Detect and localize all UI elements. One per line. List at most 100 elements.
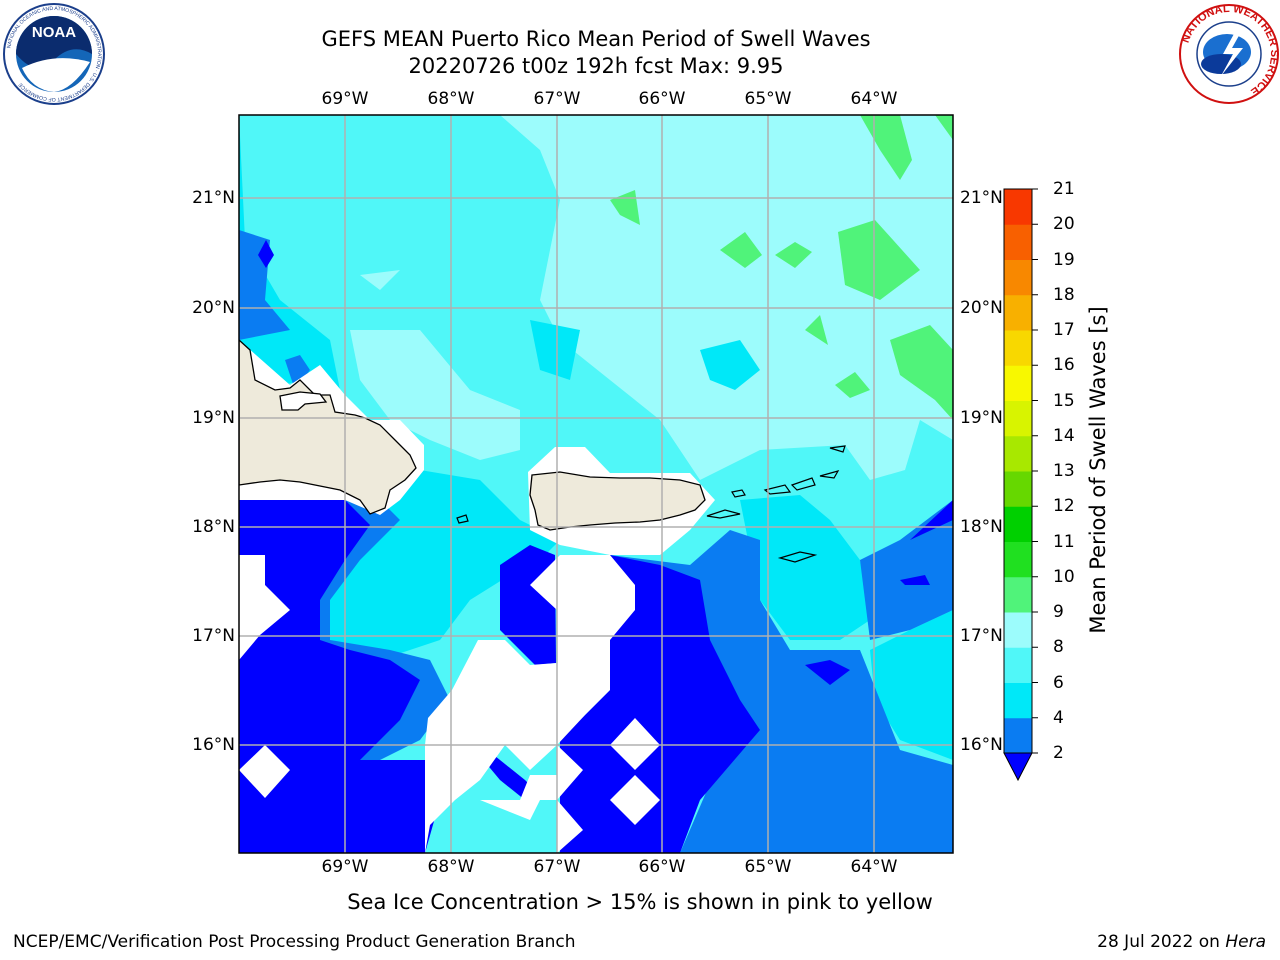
nws-logo: NATIONAL WEATHER SERVICE [1177, 2, 1280, 106]
nodata-hole-9 [557, 800, 583, 853]
swell-field-deepblue-nw [258, 240, 274, 268]
swell-field-cyan-ctr [530, 320, 580, 380]
map-subtitle: 20220726 t00z 192h fcst Max: 9.95 [408, 54, 784, 78]
noaa-logo: NOAA NATIONAL OCEANIC AND ATMOSPHERIC AD… [2, 2, 106, 106]
lat-label-right: 20°N [960, 298, 1003, 318]
colorbar [1003, 188, 1038, 782]
swell-field-green-7 [805, 315, 828, 345]
swell-field-green-1 [860, 115, 912, 180]
lon-label-top: 68°W [427, 89, 475, 109]
swell-field-deepblue-e2 [900, 575, 930, 585]
swell-field-blue-east [860, 500, 953, 640]
swell-field-blue-nw2 [285, 355, 310, 390]
lon-label-top: 65°W [744, 89, 792, 109]
swell-field-blue-nw [239, 230, 290, 340]
colorbar-segment [1004, 400, 1032, 437]
footer-date: 28 Jul 2022 on Hera [1097, 932, 1266, 952]
colorbar-tick-label: 4 [1053, 707, 1064, 728]
colorbar-segment [1004, 541, 1032, 578]
colorbar-tick-label: 13 [1053, 461, 1075, 481]
colorbar-tick-label: 14 [1053, 425, 1075, 446]
swell-field-green-8 [835, 372, 870, 398]
swell-field-cyan-ctr2 [700, 340, 760, 390]
lat-label-left: 19°N [192, 408, 235, 428]
swell-field-deepblue-sw2 [239, 760, 480, 853]
colorbar-segment [1004, 612, 1032, 648]
colorbar-segment [1004, 576, 1032, 613]
colorbar-tick-label: 20 [1053, 214, 1075, 235]
colorbar-segment [1004, 435, 1032, 472]
lat-label-left: 16°N [192, 735, 235, 755]
map-frame [238, 114, 954, 854]
swell-field-deepblue-e3 [910, 500, 953, 540]
swell-field-green-9 [890, 325, 953, 420]
sea-ice-note: Sea Ice Concentration > 15% is shown in … [347, 890, 933, 914]
lon-label-top: 66°W [638, 89, 686, 109]
colorbar-tick-label: 2 [1053, 743, 1064, 763]
colorbar-tick-label: 15 [1053, 390, 1075, 411]
lat-label-left: 18°N [192, 517, 235, 537]
land-hispaniola-bay [279, 391, 328, 411]
lon-label-top: 67°W [533, 89, 581, 109]
land-mona [456, 514, 469, 524]
colorbar-segment [1004, 259, 1032, 296]
colorbar-tick-label: 10 [1053, 566, 1075, 587]
swell-field-light-west [350, 330, 520, 460]
swell-field-green-4 [720, 232, 762, 268]
swell-field-green-6 [838, 220, 920, 300]
lon-label-bottom: 69°W [321, 857, 369, 877]
footer-date-text: 28 Jul 2022 on [1097, 932, 1220, 952]
swell-field-green-2 [935, 115, 953, 140]
colorbar-tick-label: 17 [1053, 320, 1075, 340]
lon-label-bottom: 68°W [427, 857, 475, 877]
land-st-croix [777, 551, 818, 563]
lon-label-bottom: 67°W [533, 857, 581, 877]
colorbar-tick-label: 8 [1053, 637, 1064, 658]
colorbar-segment [1004, 647, 1032, 683]
nodata-hole-8 [610, 775, 660, 825]
lat-label-left: 20°N [192, 298, 235, 318]
lon-label-top: 64°W [850, 89, 898, 109]
nodata-hole-2 [239, 745, 290, 798]
noaa-logo-text: NOAA [32, 24, 76, 41]
swell-field-light-mid [360, 270, 400, 290]
map-title: GEFS MEAN Puerto Rico Mean Period of Swe… [321, 27, 871, 51]
colorbar-segment [1004, 189, 1032, 225]
lat-label-right: 16°N [960, 735, 1003, 755]
lon-label-bottom: 66°W [638, 857, 686, 877]
nodata-hole-1 [239, 555, 290, 660]
colorbar-segment [1004, 330, 1032, 366]
swell-field-east-cyan [740, 495, 870, 640]
lat-label-right: 19°N [960, 408, 1003, 428]
colorbar-tick-label: 18 [1053, 284, 1075, 305]
swell-field-deepblue-e [805, 660, 850, 685]
lat-label-left: 17°N [192, 626, 235, 646]
nodata-hole-3 [425, 640, 557, 853]
colorbar-tick-label: 21 [1053, 179, 1075, 199]
colorbar-tick-label: 19 [1053, 249, 1075, 270]
footer-branch: NCEP/EMC/Verification Post Processing Pr… [13, 932, 576, 952]
swell-field-se-cyan [870, 610, 953, 760]
land-virgin-isles [763, 445, 846, 495]
land-vieques [706, 509, 741, 519]
colorbar-extend-triangle [1003, 752, 1033, 782]
colorbar-tick-label: 6 [1053, 672, 1064, 693]
colorbar-tick-label: 16 [1053, 355, 1075, 376]
lat-label-left: 21°N [192, 188, 235, 208]
lat-label-right: 18°N [960, 517, 1003, 537]
colorbar-title: Mean Period of Swell Waves [s] [1086, 306, 1110, 634]
colorbar-segment [1004, 717, 1032, 754]
colorbar-segment [1004, 365, 1032, 401]
nodata-hole-4 [480, 775, 557, 820]
footer-host: Hera [1225, 932, 1266, 952]
colorbar-tick-label: 9 [1053, 602, 1064, 622]
nodata-hole-6 [557, 745, 583, 800]
colorbar-segment [1004, 294, 1032, 331]
graticule [239, 115, 953, 853]
land-hispaniola [239, 339, 417, 515]
colorbar-tick-label: 12 [1053, 496, 1075, 517]
lat-label-right: 21°N [960, 188, 1003, 208]
lon-label-top: 69°W [321, 89, 369, 109]
nodata-hole-7 [610, 718, 660, 770]
